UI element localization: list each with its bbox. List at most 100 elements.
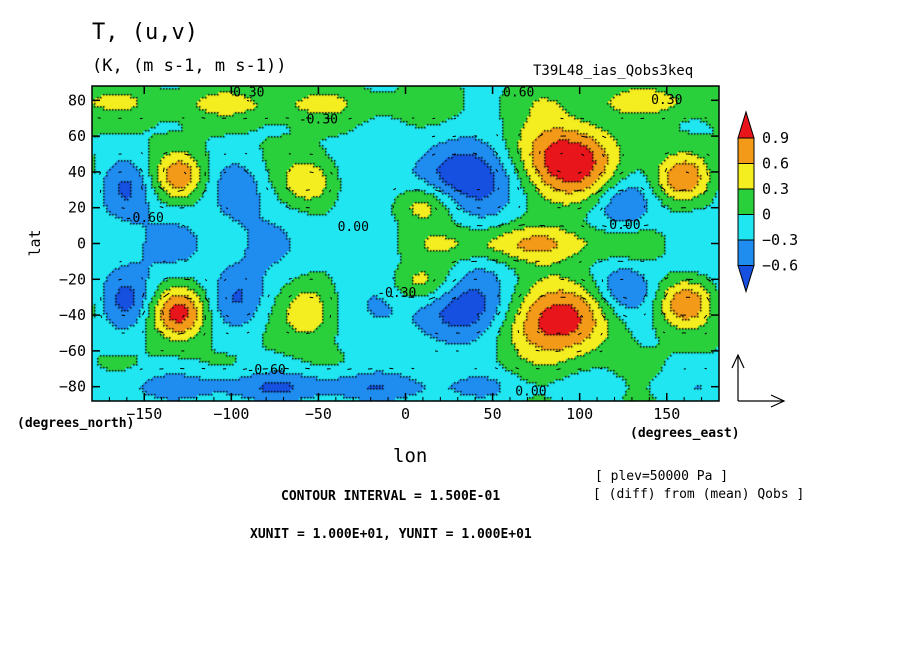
wind-vector (554, 188, 561, 191)
y-tick-label: −40 (59, 306, 86, 324)
wind-vector (204, 296, 209, 302)
x-tick-label: 50 (484, 405, 502, 423)
wind-vector (288, 294, 292, 298)
wind-vector (617, 189, 624, 192)
wind-vector (664, 292, 668, 298)
wind-vector (642, 170, 645, 173)
wind-vector (602, 135, 607, 139)
wind-vector (560, 152, 563, 155)
wind-vector (664, 277, 669, 280)
wind-vector (286, 331, 290, 334)
wind-vector (177, 332, 185, 335)
x-tick-label: −150 (126, 405, 162, 423)
wind-vector (243, 117, 248, 120)
run-name: T39L48_ias_Qobs3keq (533, 63, 694, 79)
wind-vector (516, 150, 520, 155)
wind-vector (451, 260, 457, 264)
wind-vector (162, 167, 165, 172)
wind-vector (495, 277, 499, 280)
wind-vector (267, 294, 270, 298)
wind-vector (201, 117, 206, 119)
wind-vector (518, 205, 521, 209)
colorbar-label: 0.6 (762, 155, 789, 173)
wind-vector (515, 167, 520, 173)
wind-vector (184, 153, 190, 156)
wind-vector (434, 207, 438, 211)
wind-vector (578, 260, 582, 263)
colorbar-label: 0 (762, 206, 771, 224)
wind-vector (142, 330, 144, 334)
colorbar-extend-top (737, 110, 755, 139)
wind-vector (118, 278, 122, 281)
wind-vector (411, 367, 415, 370)
wind-vector (163, 292, 170, 298)
y-tick-label: 0 (77, 235, 86, 253)
wind-vector (536, 331, 540, 334)
wind-vector (599, 350, 603, 353)
wind-vector (518, 133, 520, 137)
y-tick-label: 20 (68, 199, 86, 217)
wind-vector (288, 277, 292, 280)
wind-vector (706, 153, 710, 157)
wind-vector (535, 187, 540, 191)
wind-vector (474, 135, 478, 137)
wind-vector (428, 296, 436, 300)
wind-vector (574, 189, 582, 192)
wind-vector (330, 296, 333, 300)
colorbar-label: −0.6 (762, 257, 798, 275)
wind-vector (452, 153, 457, 156)
wind-vector (494, 151, 499, 155)
wind-vector (518, 224, 525, 227)
wind-vector (601, 296, 607, 302)
wind-vector (703, 314, 708, 319)
wind-vector (497, 187, 500, 191)
wind-vector (516, 348, 520, 352)
chart-title: T, (u,v) (92, 20, 198, 45)
contour-interval: CONTOUR INTERVAL = 1.500E-01 (281, 489, 501, 504)
x-axis-label: lon (393, 445, 428, 467)
x-tick-label: −50 (305, 405, 332, 423)
wind-vector (491, 259, 498, 262)
wind-vector (581, 225, 585, 228)
wind-vector (177, 189, 185, 192)
wind-vector (661, 117, 666, 120)
wind-vector (518, 311, 522, 316)
wind-vector (577, 368, 582, 370)
wind-vector (560, 117, 564, 120)
wind-vector (140, 186, 143, 190)
y-axis-units: (degrees_north) (17, 416, 135, 431)
wind-vector (659, 186, 666, 191)
chart-subtitle: (K, (m s-1, m s-1)) (92, 56, 287, 76)
wind-vector (497, 224, 504, 227)
x-tick-label: 0 (401, 405, 410, 423)
wind-vector (242, 368, 248, 370)
wind-vector (225, 207, 229, 210)
wind-vector (662, 205, 666, 209)
wind-vector (223, 171, 227, 174)
wind-vector (494, 367, 498, 370)
wind-vector (555, 350, 561, 352)
contour-label: 0.00 (515, 385, 546, 400)
wind-vector (643, 313, 646, 316)
wind-vector (577, 332, 582, 336)
wind-vector (581, 296, 587, 300)
contour-label: -0.30 (377, 286, 416, 301)
wind-vector (246, 313, 251, 316)
wind-vector (309, 153, 313, 156)
wind-vector (518, 293, 522, 298)
wind-vector (577, 207, 582, 210)
y-axis-label: lat (26, 229, 44, 256)
wind-vector (560, 225, 565, 227)
wind-vector (158, 330, 164, 334)
wind-vector (121, 207, 125, 209)
wind-vector (225, 332, 229, 335)
wind-vector (576, 350, 582, 353)
wind-vector (452, 278, 457, 283)
colorbar-segment (737, 163, 755, 190)
wind-vector (142, 310, 146, 316)
wind-vector (455, 207, 460, 211)
wind-vector (434, 189, 442, 193)
wind-vector (432, 278, 436, 282)
wind-vector (453, 117, 457, 120)
wind-vector (535, 168, 540, 173)
